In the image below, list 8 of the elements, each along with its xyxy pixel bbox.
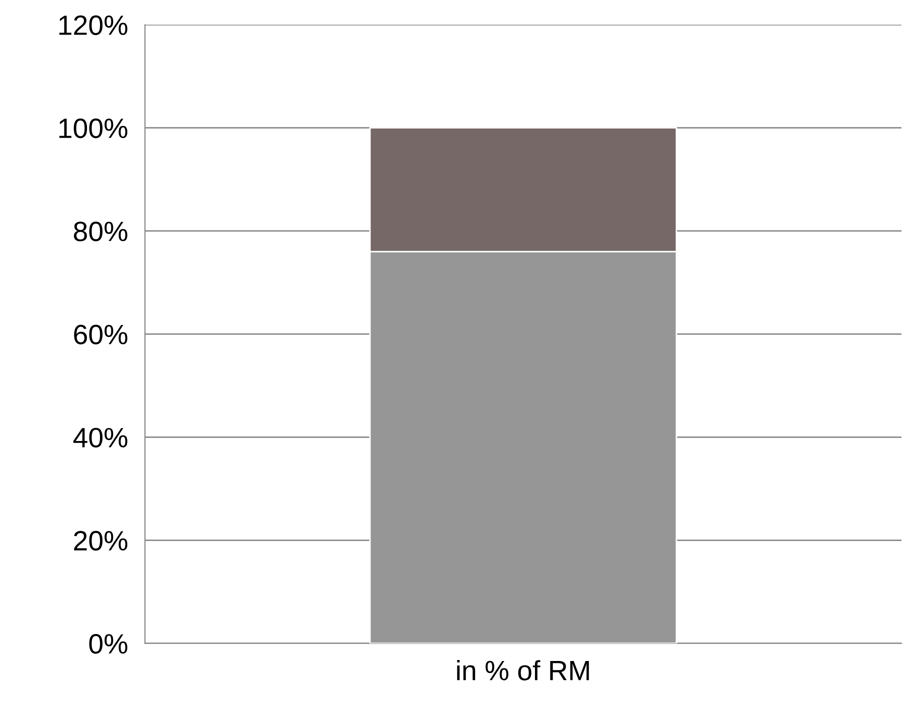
y-tick-label: 60% <box>74 324 128 344</box>
x-tick-label: in % of RM <box>457 660 589 680</box>
y-tick-label: 0% <box>89 634 128 654</box>
y-tick-label: 20% <box>74 530 128 551</box>
y-tick-label: 120% <box>59 15 128 36</box>
y-tick-label: 100% <box>59 118 128 138</box>
y-tick-label: 80% <box>74 222 128 242</box>
y-tick-label: 40% <box>73 428 128 448</box>
